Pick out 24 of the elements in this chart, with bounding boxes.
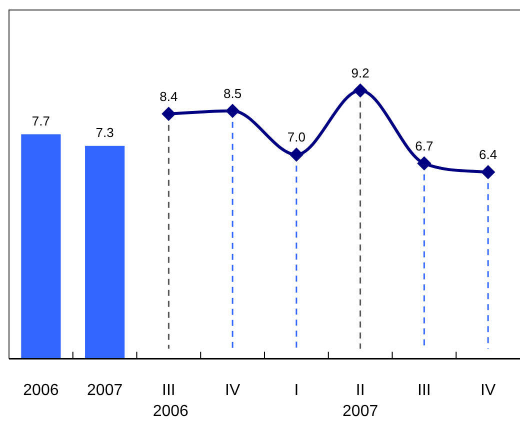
x-tick-label: 2006 xyxy=(23,382,59,399)
data-label: 8.4 xyxy=(160,88,178,104)
data-label: 7.3 xyxy=(96,124,114,140)
point xyxy=(354,84,367,97)
x-tick-label: IV xyxy=(225,382,240,399)
data-label: 9.2 xyxy=(351,66,370,81)
x-tick-label: III xyxy=(418,382,431,399)
x-tick-label: 2007 xyxy=(87,382,123,399)
point xyxy=(482,166,495,179)
data-label: 7.0 xyxy=(287,130,306,145)
x-tick-label: I xyxy=(294,382,299,399)
x-tick-label: III xyxy=(162,382,176,399)
text: 2007 xyxy=(342,403,378,420)
point xyxy=(418,156,431,170)
x-tick-label: IV xyxy=(480,382,496,399)
point xyxy=(226,104,240,118)
data-label: 8.5 xyxy=(224,86,242,101)
data-label: 7.7 xyxy=(32,113,50,128)
point xyxy=(290,148,303,162)
text: 2006 xyxy=(152,403,189,420)
data-label: 6.7 xyxy=(415,138,434,154)
x-tick-label: II xyxy=(356,382,365,399)
data-label: 6.4 xyxy=(479,147,498,162)
point xyxy=(162,107,176,120)
